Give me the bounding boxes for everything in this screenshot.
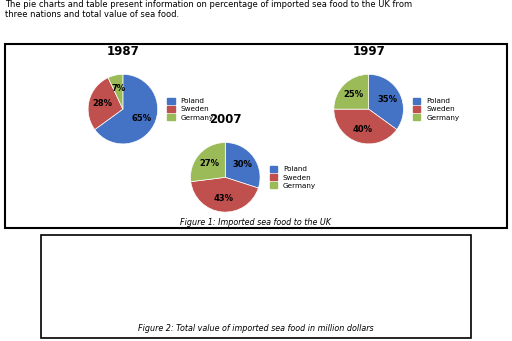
Wedge shape (88, 78, 123, 130)
Title: 1987: 1987 (106, 45, 139, 58)
Text: 35%: 35% (377, 95, 398, 104)
Text: 43%: 43% (214, 194, 233, 203)
Text: 28%: 28% (92, 99, 112, 108)
Text: 27%: 27% (199, 159, 219, 168)
Text: 65%: 65% (132, 114, 152, 123)
Wedge shape (108, 74, 123, 109)
Legend: Poland, Sweden, Germany: Poland, Sweden, Germany (270, 166, 316, 189)
Title: 1997: 1997 (352, 45, 385, 58)
Wedge shape (225, 143, 260, 188)
Wedge shape (334, 109, 397, 144)
Text: Figure 1: Imported sea food to the UK: Figure 1: Imported sea food to the UK (181, 218, 331, 227)
Title: 2007: 2007 (209, 113, 242, 126)
Text: 30%: 30% (232, 160, 252, 169)
Text: The pie charts and table present information on percentage of imported sea food : The pie charts and table present informa… (5, 0, 412, 19)
Wedge shape (191, 177, 259, 212)
Wedge shape (95, 74, 158, 144)
Text: 25%: 25% (344, 90, 364, 99)
Text: Figure 2: Total value of imported sea food in million dollars: Figure 2: Total value of imported sea fo… (138, 325, 374, 333)
Legend: Poland, Sweden, Germany: Poland, Sweden, Germany (167, 98, 214, 121)
Wedge shape (369, 74, 403, 130)
Wedge shape (190, 143, 225, 182)
Wedge shape (334, 74, 369, 109)
Text: 40%: 40% (352, 125, 372, 134)
Text: 7%: 7% (111, 84, 125, 93)
Legend: Poland, Sweden, Germany: Poland, Sweden, Germany (413, 98, 459, 121)
